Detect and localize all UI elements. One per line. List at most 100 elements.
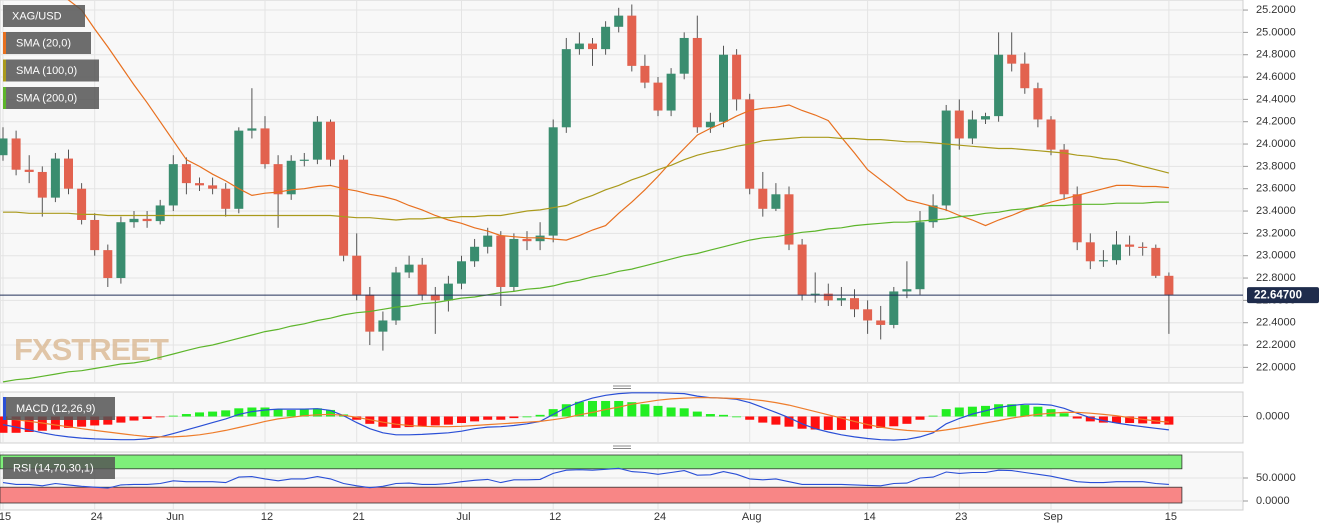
histogram-bar (129, 416, 139, 421)
histogram-bar (967, 406, 977, 417)
histogram-bar (863, 416, 873, 429)
histogram-bar (928, 415, 938, 417)
histogram-bar (1020, 405, 1030, 417)
histogram-bar (561, 404, 571, 417)
candle-body (509, 238, 519, 287)
y-tick-label: 23.0000 (1256, 250, 1296, 262)
candle-body (483, 235, 493, 247)
y-tick-label: 24.8000 (1256, 49, 1296, 61)
histogram-bar (260, 407, 270, 417)
candle-body (666, 73, 676, 111)
candle-body (129, 218, 139, 223)
histogram-bar (103, 416, 113, 425)
candle-body (1046, 119, 1056, 150)
x-tick-label: Jun (166, 511, 184, 523)
candle-body (24, 169, 34, 172)
histogram-bar (299, 409, 309, 417)
x-tick-label: Jul (456, 511, 470, 523)
overbought-band (0, 454, 1183, 470)
candle-body (732, 54, 742, 100)
candle-body (1007, 54, 1017, 64)
candle-body (339, 159, 349, 256)
candle-body (142, 218, 152, 222)
histogram-bar (116, 416, 126, 423)
legend: XAG/USD SMA (20,0) SMA (100,0) SMA (200,0) M… (3, 5, 115, 479)
histogram-bar (1085, 416, 1095, 422)
histogram-bar (1007, 404, 1017, 417)
candle-body (954, 110, 964, 139)
histogram-bar (234, 408, 244, 417)
y-tick-label: 23.8000 (1256, 160, 1296, 172)
candle-body (352, 255, 362, 295)
candle-body (810, 293, 820, 295)
histogram-bar (941, 409, 951, 417)
candle-body (574, 43, 584, 50)
candle-body (247, 128, 257, 131)
histogram-bar (574, 401, 584, 417)
candle-body (103, 250, 113, 279)
histogram-bar (679, 408, 689, 417)
y-tick-label: 22.4000 (1256, 317, 1296, 329)
candle-body (1085, 242, 1095, 262)
histogram-bar (286, 409, 296, 417)
candle-body (1059, 149, 1069, 195)
panel-handle[interactable] (613, 445, 631, 449)
legend-swatch (3, 397, 6, 420)
candle-body (195, 183, 204, 186)
histogram-bar (391, 416, 401, 428)
candle-body (771, 194, 781, 209)
y-tick-label: 23.2000 (1256, 227, 1296, 239)
histogram-bar (588, 400, 597, 417)
legend-box (3, 5, 85, 27)
candle-body (588, 43, 597, 50)
candle-body (548, 127, 558, 236)
y-tick-label: 24.6000 (1256, 71, 1296, 83)
legend-box (3, 59, 99, 82)
legend-swatch (3, 32, 6, 54)
histogram-bar (758, 416, 768, 423)
histogram-bar (142, 416, 152, 419)
histogram-bar (548, 409, 558, 417)
histogram-bar (705, 414, 715, 417)
x-tick-label: 15 (0, 511, 11, 523)
macd-plot (0, 392, 1174, 441)
histogram-bar (417, 416, 427, 427)
histogram-bar (168, 415, 178, 417)
candle-body (876, 320, 886, 325)
candle-body (902, 289, 912, 292)
panel-handle[interactable] (613, 385, 631, 389)
candle-body (889, 291, 899, 325)
y-tick-label: 50.0000 (1256, 472, 1296, 484)
candle-body (915, 222, 925, 290)
candle-body (312, 121, 322, 160)
candle-body (273, 164, 283, 195)
candle-body (417, 264, 427, 295)
candle-body (941, 110, 951, 206)
candle-body (967, 119, 977, 139)
y-tick-label: 24.0000 (1256, 138, 1296, 150)
candle-body (823, 293, 833, 301)
candle-body (430, 294, 440, 301)
last-price-box (1247, 287, 1319, 304)
histogram-bar (797, 416, 807, 429)
candle-body (64, 158, 73, 189)
x-tick-label: Aug (742, 511, 762, 523)
watermark: FXSTREET (14, 332, 169, 367)
histogram-bar (1151, 416, 1161, 424)
histogram-bar (312, 408, 322, 417)
histogram-bar (470, 416, 480, 422)
histogram-bar (876, 416, 886, 428)
histogram-bar (1059, 413, 1069, 417)
legend-label: SMA (200,0) (16, 92, 77, 104)
histogram-bar (50, 416, 60, 430)
histogram-bar (509, 416, 519, 419)
histogram-bar (64, 416, 73, 428)
histogram-bar (627, 402, 637, 417)
x-tick-label: 24 (654, 511, 666, 523)
legend-box (3, 457, 115, 479)
histogram-bar (24, 416, 34, 432)
histogram-bar (483, 416, 493, 420)
candle-body (404, 264, 414, 273)
candle-body (50, 158, 60, 198)
histogram-bar (208, 411, 218, 417)
